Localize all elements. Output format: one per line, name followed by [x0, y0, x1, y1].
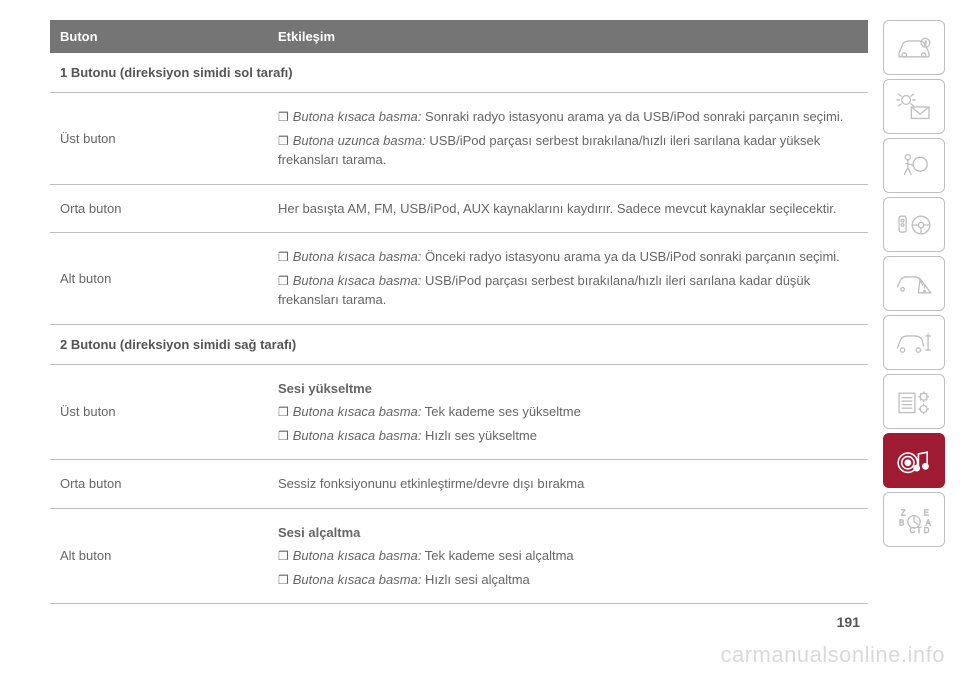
nav-key-wheel-icon[interactable] — [883, 197, 945, 252]
row-content: ❒ Butona kısaca basma: Sonraki radyo ista… — [268, 93, 868, 184]
header-col-buton: Buton — [50, 20, 268, 53]
svg-text:B: B — [899, 518, 904, 527]
header-col-etkilesim: Etkileşim — [268, 20, 868, 53]
row-orta-buton-1: Orta buton Her basışta AM, FM, USB/iPod,… — [50, 185, 868, 234]
item-text: Sessiz fonksiyonunu etkinleştirme/devre … — [278, 474, 858, 494]
bullet-icon: ❒ — [278, 274, 289, 288]
row-ust-buton-2: Üst buton Sesi yükseltme ❒ Butona kısaca … — [50, 365, 868, 461]
table-header: Buton Etkileşim — [50, 20, 868, 53]
row-label: Orta buton — [50, 460, 268, 508]
section-1-title: 1 Butonu (direksiyon simidi sol tarafı) — [50, 53, 868, 93]
nav-document-settings-icon[interactable] — [883, 374, 945, 429]
row-orta-buton-2: Orta buton Sessiz fonksiyonunu etkinleşt… — [50, 460, 868, 509]
item-italic: Butona kısaca basma: — [293, 572, 422, 587]
item-italic: Butona kısaca basma: — [293, 273, 422, 288]
item-text: Hızlı ses yükseltme — [421, 428, 537, 443]
section-2-title: 2 Butonu (direksiyon simidi sağ tarafı) — [50, 325, 868, 365]
sidebar-nav: i ZEBACTD — [883, 20, 945, 663]
row-content: Sesi alçaltma ❒ Butona kısaca basma: Tek … — [268, 509, 868, 604]
row-alt-buton-2: Alt buton Sesi alçaltma ❒ Butona kısaca b… — [50, 509, 868, 605]
item-italic: Butona kısaca basma: — [293, 109, 422, 124]
svg-text:E: E — [924, 508, 929, 517]
item-text: Tek kademe sesi alçaltma — [421, 548, 573, 563]
svg-text:D: D — [924, 526, 930, 535]
nav-lights-mail-icon[interactable] — [883, 79, 945, 134]
item-heading: Sesi alçaltma — [278, 523, 858, 543]
row-content: ❒ Butona kısaca basma: Önceki radyo istas… — [268, 233, 868, 324]
watermark: carmanualsonline.info — [720, 642, 945, 668]
item-italic: Butona uzunca basma: — [293, 133, 426, 148]
nav-airbag-icon[interactable] — [883, 138, 945, 193]
bullet-icon: ❒ — [278, 250, 289, 264]
item-italic: Butona kısaca basma: — [293, 404, 422, 419]
nav-car-warning-icon[interactable] — [883, 256, 945, 311]
page-number: 191 — [837, 614, 860, 630]
bullet-icon: ❒ — [278, 429, 289, 443]
bullet-icon: ❒ — [278, 110, 289, 124]
main-content: Buton Etkileşim 1 Butonu (direksiyon sim… — [50, 20, 883, 663]
row-alt-buton-1: Alt buton ❒ Butona kısaca basma: Önceki r… — [50, 233, 868, 325]
row-ust-buton-1: Üst buton ❒ Butona kısaca basma: Sonraki … — [50, 93, 868, 185]
bullet-icon: ❒ — [278, 549, 289, 563]
item-text: Önceki radyo istasyonu arama ya da USB/i… — [421, 249, 839, 264]
item-text: Sonraki radyo istasyonu arama ya da USB/… — [421, 109, 843, 124]
row-content: Sesi yükseltme ❒ Butona kısaca basma: Tek… — [268, 365, 868, 460]
row-content: Sessiz fonksiyonunu etkinleştirme/devre … — [268, 460, 868, 508]
item-text: Tek kademe ses yükseltme — [421, 404, 580, 419]
bullet-icon: ❒ — [278, 573, 289, 587]
item-italic: Butona kısaca basma: — [293, 548, 422, 563]
svg-text:Z: Z — [901, 508, 906, 517]
nav-audio-icon[interactable] — [883, 433, 945, 488]
row-label: Üst buton — [50, 93, 268, 184]
row-label: Alt buton — [50, 233, 268, 324]
item-text: Her basışta AM, FM, USB/iPod, AUX kaynak… — [278, 199, 858, 219]
item-text: Hızlı sesi alçaltma — [421, 572, 529, 587]
bullet-icon: ❒ — [278, 134, 289, 148]
row-label: Üst buton — [50, 365, 268, 460]
item-italic: Butona kısaca basma: — [293, 249, 422, 264]
bullet-icon: ❒ — [278, 405, 289, 419]
item-italic: Butona kısaca basma: — [293, 428, 422, 443]
row-content: Her basışta AM, FM, USB/iPod, AUX kaynak… — [268, 185, 868, 233]
nav-car-info-icon[interactable]: i — [883, 20, 945, 75]
row-label: Alt buton — [50, 509, 268, 604]
nav-index-icon[interactable]: ZEBACTD — [883, 492, 945, 547]
row-label: Orta buton — [50, 185, 268, 233]
item-heading: Sesi yükseltme — [278, 379, 858, 399]
nav-car-service-icon[interactable] — [883, 315, 945, 370]
